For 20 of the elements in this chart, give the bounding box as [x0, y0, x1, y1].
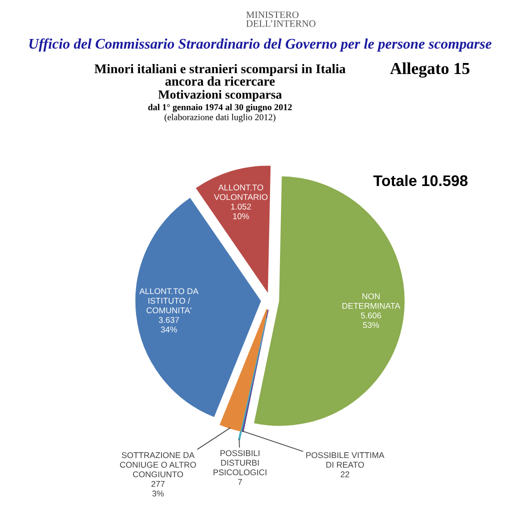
- slice-label: ALLONT.TO DA ISTITUTO / COMUNITA': [139, 288, 198, 314]
- text: MINISTERO DELL’INTERNO: [246, 11, 316, 27]
- text: dal 1° gennaio 1974 al 30 giugno 2012: [148, 104, 292, 112]
- text: Totale 10.598: [373, 174, 468, 186]
- data-label: 1.052 10%: [231, 204, 251, 220]
- slice-label: ALLONT.TO VOLONTARIO: [214, 184, 268, 200]
- chart-subtitle: Motivazioni scomparsa: [158, 90, 282, 102]
- slice-label: POSSIBILE VITTIMA DI REATO: [306, 452, 384, 468]
- text: Allegato 15: [390, 62, 470, 78]
- data-label: 5.606 53%: [360, 312, 382, 328]
- slice-label: POSSIBILI DISTURBI PSICOLOGICI: [214, 450, 266, 476]
- data-label: 7: [238, 479, 242, 485]
- chart-title: Minori italiani e stranieri scomparsi in Italia ancora da ricercare: [94, 64, 346, 86]
- data-label: 3.637 34%: [158, 316, 179, 332]
- text: (elaborazione dati luglio 2012): [164, 114, 276, 122]
- slice-label: SOTTRAZIONE DA CONIUGE O ALTRO CONGIUNTO: [120, 452, 196, 478]
- text: Ufficio del Commissario Straordinario del Governo per le persone scomparse: [29, 38, 492, 52]
- data-label: 277 3%: [151, 480, 165, 496]
- slice-label: NON DETERMINATA: [342, 293, 400, 309]
- data-label: 22: [340, 471, 350, 478]
